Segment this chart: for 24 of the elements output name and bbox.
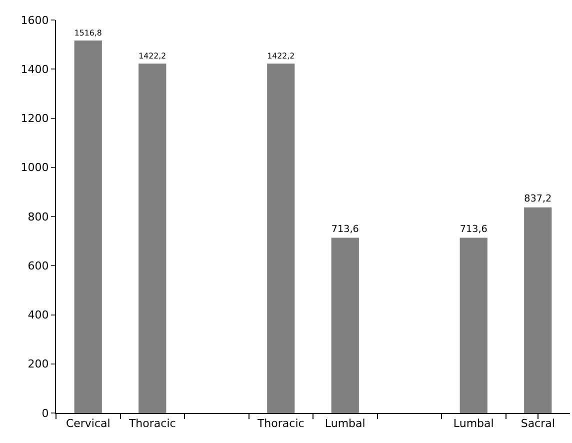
y-tick-label: 1600 <box>20 14 49 27</box>
x-tick-label: Thoracic <box>128 417 176 430</box>
x-tick-label: Cervical <box>66 417 110 430</box>
bar <box>267 64 295 413</box>
x-tick-label: Sacral <box>520 417 555 430</box>
data-label: 837,2 <box>524 194 552 205</box>
bar <box>74 40 102 413</box>
y-tick-label: 1200 <box>20 112 49 126</box>
y-tick-label: 0 <box>42 406 49 420</box>
data-label: 713,6 <box>331 224 359 236</box>
x-tick-label: Lumbal <box>453 417 494 430</box>
bar <box>460 238 488 413</box>
y-tick-label: 1000 <box>20 161 49 174</box>
y-tick-label: 600 <box>28 259 49 272</box>
bar <box>331 238 359 413</box>
data-label: 713,6 <box>460 224 488 236</box>
y-tick-label: 200 <box>28 358 49 371</box>
bar <box>138 64 166 413</box>
x-tick-label: Thoracic <box>256 417 304 430</box>
y-tick-label: 800 <box>28 210 49 224</box>
y-tick-label: 400 <box>28 308 49 322</box>
x-tick-label: Lumbal <box>324 417 366 430</box>
y-tick-label: 1400 <box>20 62 49 76</box>
bar <box>524 207 552 413</box>
